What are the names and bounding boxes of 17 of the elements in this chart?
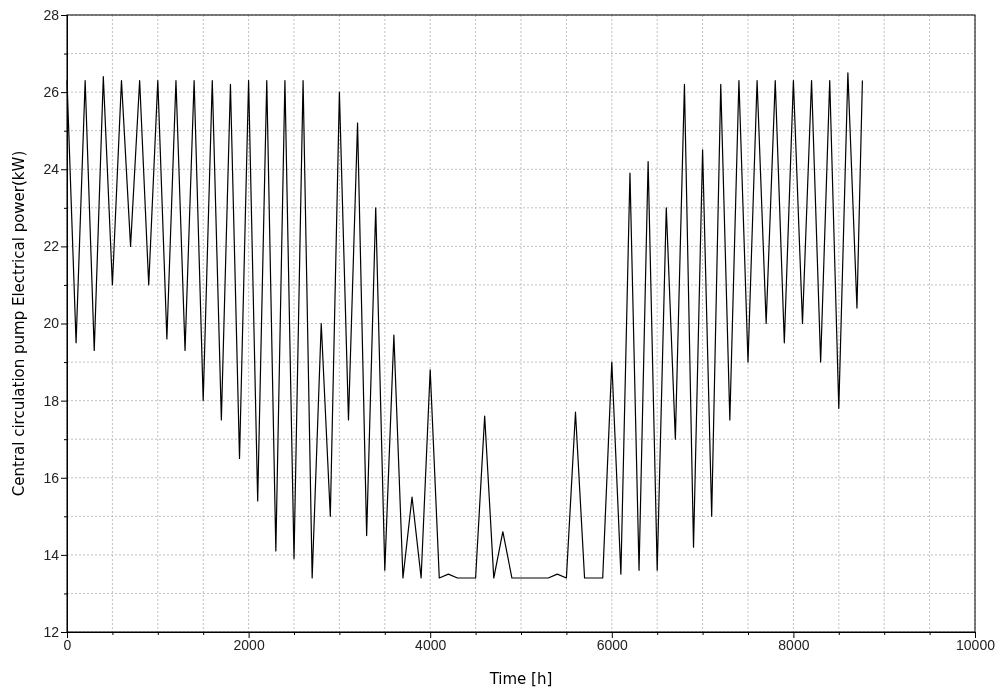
y-tick-label: 20	[43, 315, 60, 332]
x-tick-label: 10000	[956, 636, 996, 653]
y-tick-label: 22	[43, 238, 60, 255]
y-tick-label: 14	[43, 546, 60, 563]
x-tick-label: 8000	[778, 636, 810, 653]
x-tick-label: 2000	[233, 636, 265, 653]
y-tick-label: 18	[43, 392, 60, 409]
y-axis-title: Central circulation pump Electrical power(kW)	[10, 150, 28, 497]
y-tick-label: 16	[43, 469, 60, 486]
y-tick-label: 28	[43, 6, 60, 23]
x-tick-label: 0	[63, 636, 72, 653]
x-axis-title: Time [h]	[488, 670, 553, 688]
x-tick-label: 6000	[596, 636, 629, 653]
x-tick-label: 4000	[415, 636, 447, 653]
y-tick-label: 26	[43, 84, 60, 101]
y-tick-label: 12	[43, 623, 60, 640]
y-tick-label: 24	[43, 161, 60, 178]
